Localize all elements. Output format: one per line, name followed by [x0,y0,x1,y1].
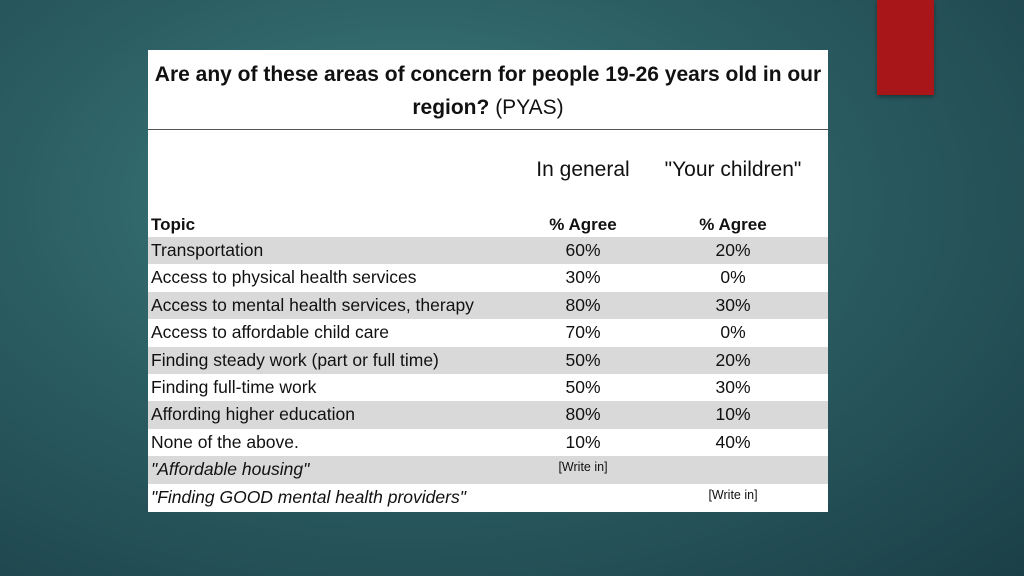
row-general-value: 10% [565,431,601,452]
row-general-value: 80% [565,294,601,315]
row-children-value: [Write in] [708,487,758,502]
row-topic: Transportation [151,240,264,260]
table-row: "Finding GOOD mental health providers" [… [148,484,828,511]
row-topic: Finding steady work (part or full time) [151,349,439,370]
row-general-value: 60% [565,240,601,260]
row-children-value: 40% [715,431,751,452]
row-general-value: 70% [565,322,601,343]
row-children-value: 20% [715,349,751,370]
table-row: Access to affordable child care 70% 0% [148,319,828,346]
row-topic: "Finding GOOD mental health providers" [151,486,466,507]
row-topic: Access to affordable child care [151,322,390,343]
row-general-value: 80% [565,404,601,425]
column-group-your-children: "Your children" [664,158,802,181]
header-general-agree: % Agree [549,215,617,234]
table-row: Access to physical health services 30% 0… [148,264,828,291]
row-general-value: 50% [565,376,601,397]
table-row: Access to mental health services, therap… [148,291,828,320]
row-topic: None of the above. [151,431,299,452]
row-children-value: 0% [720,322,746,343]
red-accent-bar [877,0,934,95]
row-children-value: 20% [715,240,751,260]
table-body: Transportation 60% 20% Access to physica… [148,237,828,511]
row-children-value: 30% [715,376,751,397]
title-source: (PYAS) [495,96,564,119]
row-topic: Access to physical health services [151,267,417,288]
survey-table: Are any of these areas of concern for pe… [148,50,828,512]
table-row: Transportation 60% 20% [148,237,828,265]
table-row: Affording higher education 80% 10% [148,401,828,429]
column-group-in-general: In general [536,158,630,181]
table-title: Are any of these areas of concern for pe… [148,50,828,130]
header-children-agree: % Agree [699,215,767,234]
row-children-value: 10% [715,404,751,425]
row-children-value: 0% [720,267,746,288]
row-topic: Finding full-time work [151,376,317,397]
row-topic: "Affordable housing" [151,459,310,480]
row-topic: Access to mental health services, therap… [151,294,474,315]
row-children-value: 30% [715,294,751,315]
table-row: Finding full-time work 50% 30% [148,374,828,401]
row-topic: Affording higher education [151,404,355,425]
title-main: Are any of these areas of concern for pe… [154,63,822,119]
table-row: None of the above. 10% 40% [148,429,828,456]
row-general-value: 30% [565,267,601,288]
header-topic: Topic [151,215,196,234]
table-row: "Affordable housing" [Write in] [148,456,828,484]
row-general-value: 50% [565,349,601,370]
table-row: Finding steady work (part or full time) … [148,346,828,374]
row-general-value: [Write in] [558,460,608,475]
